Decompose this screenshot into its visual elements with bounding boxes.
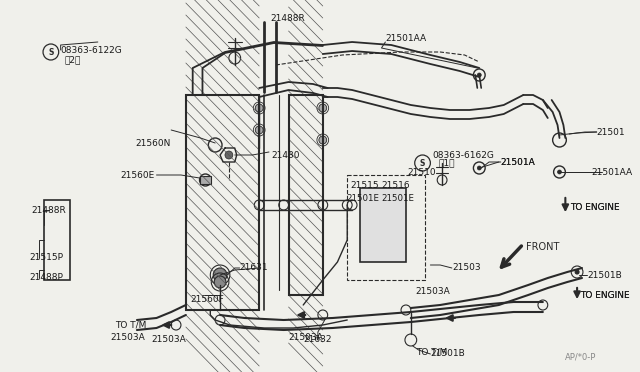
Text: 21501AA: 21501AA [385, 33, 426, 42]
Text: 21501E: 21501E [346, 193, 380, 202]
Text: TO ENGINE: TO ENGINE [580, 291, 630, 299]
Bar [44, 200, 70, 280]
Text: 21430: 21430 [271, 151, 300, 160]
Text: 21503A: 21503A [289, 334, 323, 343]
Circle shape [575, 270, 579, 274]
Text: 21560N: 21560N [136, 138, 171, 148]
Circle shape [319, 136, 326, 144]
Text: 21501: 21501 [596, 128, 625, 137]
Text: TO T/M: TO T/M [416, 347, 447, 356]
Text: 21631: 21631 [239, 263, 268, 273]
Circle shape [477, 73, 481, 77]
Text: 21503A: 21503A [152, 336, 186, 344]
Text: 21501AA: 21501AA [592, 167, 633, 176]
Text: 21501A: 21501A [501, 157, 536, 167]
Text: 21503A: 21503A [111, 334, 145, 343]
Text: 21501E: 21501E [381, 193, 415, 202]
Text: AP/*0-P: AP/*0-P [565, 353, 596, 362]
Text: TO ENGINE: TO ENGINE [570, 202, 620, 212]
Text: 21516: 21516 [381, 180, 410, 189]
Circle shape [255, 104, 263, 112]
Text: （1）: （1） [438, 158, 454, 167]
Circle shape [213, 268, 227, 282]
Text: （2）: （2） [65, 55, 81, 64]
Text: 21503: 21503 [452, 263, 481, 273]
Text: 21510: 21510 [407, 167, 436, 176]
Text: 21560E: 21560E [120, 170, 154, 180]
Text: TO ENGINE: TO ENGINE [580, 291, 630, 299]
Circle shape [557, 170, 561, 174]
Text: 21488R: 21488R [270, 13, 305, 22]
Circle shape [319, 104, 326, 112]
Text: 21501B: 21501B [587, 270, 621, 279]
Text: 21501B: 21501B [430, 350, 465, 359]
Text: 21488R: 21488R [31, 205, 66, 215]
Bar [289, 95, 323, 295]
Circle shape [477, 166, 481, 170]
Text: 21503A: 21503A [416, 288, 451, 296]
Bar [348, 175, 426, 280]
Text: FRONT: FRONT [526, 242, 559, 252]
Text: 21560F: 21560F [191, 295, 225, 305]
Bar [200, 176, 211, 184]
Text: 08363-6162G: 08363-6162G [433, 151, 494, 160]
Text: 08363-6122G: 08363-6122G [61, 45, 122, 55]
Circle shape [214, 276, 226, 288]
Text: S: S [420, 158, 425, 167]
Text: 21515P: 21515P [29, 253, 63, 263]
Text: S: S [48, 48, 54, 57]
Text: TO ENGINE: TO ENGINE [570, 202, 620, 212]
Circle shape [225, 151, 233, 159]
Bar [360, 188, 406, 262]
Text: 21632: 21632 [303, 336, 332, 344]
Bar [186, 95, 259, 310]
Circle shape [255, 126, 263, 134]
Text: TO T/M: TO T/M [115, 321, 147, 330]
Text: 21488P: 21488P [29, 273, 63, 282]
Text: 21501A: 21501A [501, 157, 536, 167]
Text: 21515: 21515 [350, 180, 379, 189]
